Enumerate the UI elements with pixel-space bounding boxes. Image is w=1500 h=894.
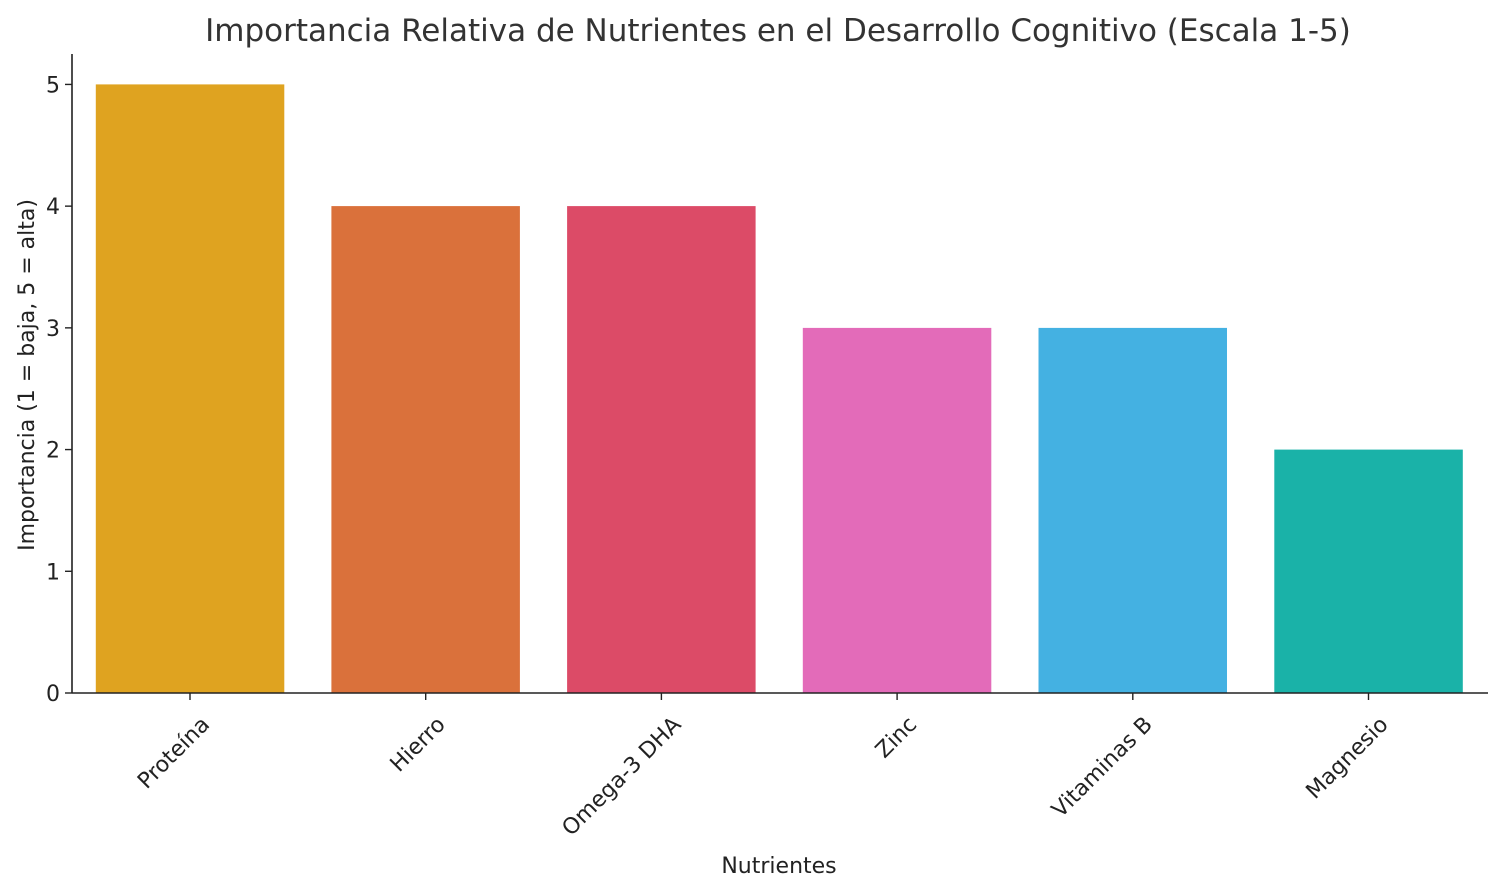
x-tick-label: Hierro: [386, 712, 451, 777]
bars-group: [95, 84, 1463, 693]
x-axis-label: Nutrientes: [721, 854, 836, 879]
y-tick-label: 4: [46, 195, 60, 220]
bar-magnesio: [1274, 449, 1463, 693]
y-tick-label: 0: [46, 682, 60, 707]
bar-omega-3-dha: [567, 206, 756, 693]
y-tick-label: 1: [46, 560, 60, 585]
chart-title: Importancia Relativa de Nutrientes en el…: [205, 13, 1351, 49]
bar-vitaminas-b: [1038, 327, 1227, 693]
bar-proteina: [95, 84, 285, 693]
x-tick-label: Omega-3 DHA: [558, 712, 687, 841]
bar-hierro: [331, 206, 520, 693]
x-tick-label: Magnesio: [1302, 712, 1394, 804]
x-tick-label: Vitaminas B: [1047, 712, 1158, 823]
x-tick-label: Proteína: [133, 712, 215, 794]
y-tick-label: 3: [46, 317, 60, 342]
y-tick-label: 2: [46, 439, 60, 464]
y-axis-label: Importancia (1 = baja, 5 = alta): [15, 199, 40, 551]
x-tick-label: Zinc: [871, 712, 922, 763]
y-tick-label: 5: [46, 73, 60, 98]
bar-zinc: [802, 327, 992, 693]
